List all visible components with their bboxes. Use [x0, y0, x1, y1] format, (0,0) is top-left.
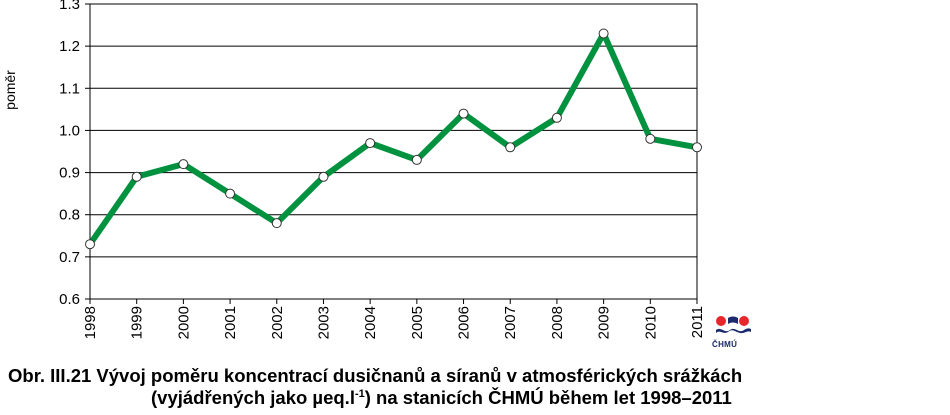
series-line — [87, 30, 698, 246]
data-point — [505, 142, 516, 153]
data-point — [692, 142, 702, 153]
x-tick-label: 2004 — [362, 306, 379, 339]
x-tick-label: 2010 — [642, 306, 659, 339]
y-tick-label: 1.3 — [59, 0, 80, 13]
data-point — [598, 28, 609, 39]
line-chart: 0.6 0.7 0.8 0.9 1.0 1.1 1.2 1.3 1998 1999 2000 200… — [2, 0, 706, 339]
y-tick-label: 1.2 — [59, 38, 80, 55]
data-point — [225, 188, 236, 199]
logo-label: ČHMÚ — [712, 340, 738, 349]
x-tick-label: 2001 — [222, 306, 239, 339]
chart-svg: 0.6 0.7 0.8 0.9 1.0 1.1 1.2 1.3 1998 1999 2000 200… — [2, 0, 706, 339]
x-tick-label: 2003 — [315, 306, 332, 339]
x-tick-label: 2011 — [689, 306, 706, 338]
x-tick-label: 2008 — [549, 306, 566, 339]
caption-line-2-end: ) na stanicích ČHMÚ během let 1998–2011 — [364, 387, 732, 408]
data-point — [645, 133, 656, 144]
y-tick-label: 0.6 — [59, 291, 80, 308]
y-axis-ticks: 0.6 0.7 0.8 0.9 1.0 1.1 1.2 1.3 — [59, 0, 90, 308]
x-tick-label: 1999 — [129, 306, 146, 339]
x-tick-label: 2005 — [409, 306, 426, 339]
data-point — [411, 154, 422, 165]
series-layer — [85, 28, 702, 250]
caption-superscript: -1 — [354, 388, 365, 400]
caption-line-2: (vyjádřených jako µeq.l-1) na stanicích … — [151, 387, 732, 408]
data-point — [131, 171, 142, 182]
data-point — [178, 159, 189, 170]
data-point — [458, 108, 469, 119]
x-axis-ticks: 1998 1999 2000 2001 2002 2003 2004 2005 2006 2007… — [82, 299, 706, 339]
y-axis-title: poměr — [2, 70, 18, 110]
chmu-logo-icon — [716, 316, 751, 334]
y-tick-label: 1.0 — [59, 122, 80, 139]
y-tick-label: 0.9 — [59, 165, 80, 182]
y-tick-label: 0.8 — [59, 207, 80, 224]
x-tick-label: 2009 — [596, 306, 613, 339]
x-tick-label: 2007 — [502, 306, 519, 339]
y-tick-label: 0.7 — [59, 249, 80, 266]
data-point — [85, 239, 95, 250]
caption-line-2-start: (vyjádřených jako µeq.l — [151, 387, 355, 408]
chmu-logo — [713, 314, 753, 354]
data-point — [271, 218, 282, 229]
data-point — [365, 138, 376, 149]
x-tick-label: 1998 — [82, 306, 99, 339]
data-point — [551, 112, 562, 123]
caption-line-1: Obr. III.21 Vývoj poměru koncentrací dus… — [8, 365, 743, 386]
x-tick-label: 2006 — [456, 306, 473, 339]
y-tick-label: 1.1 — [59, 80, 80, 97]
data-point — [318, 171, 329, 182]
x-tick-label: 2000 — [175, 306, 192, 339]
x-tick-label: 2002 — [269, 306, 286, 339]
